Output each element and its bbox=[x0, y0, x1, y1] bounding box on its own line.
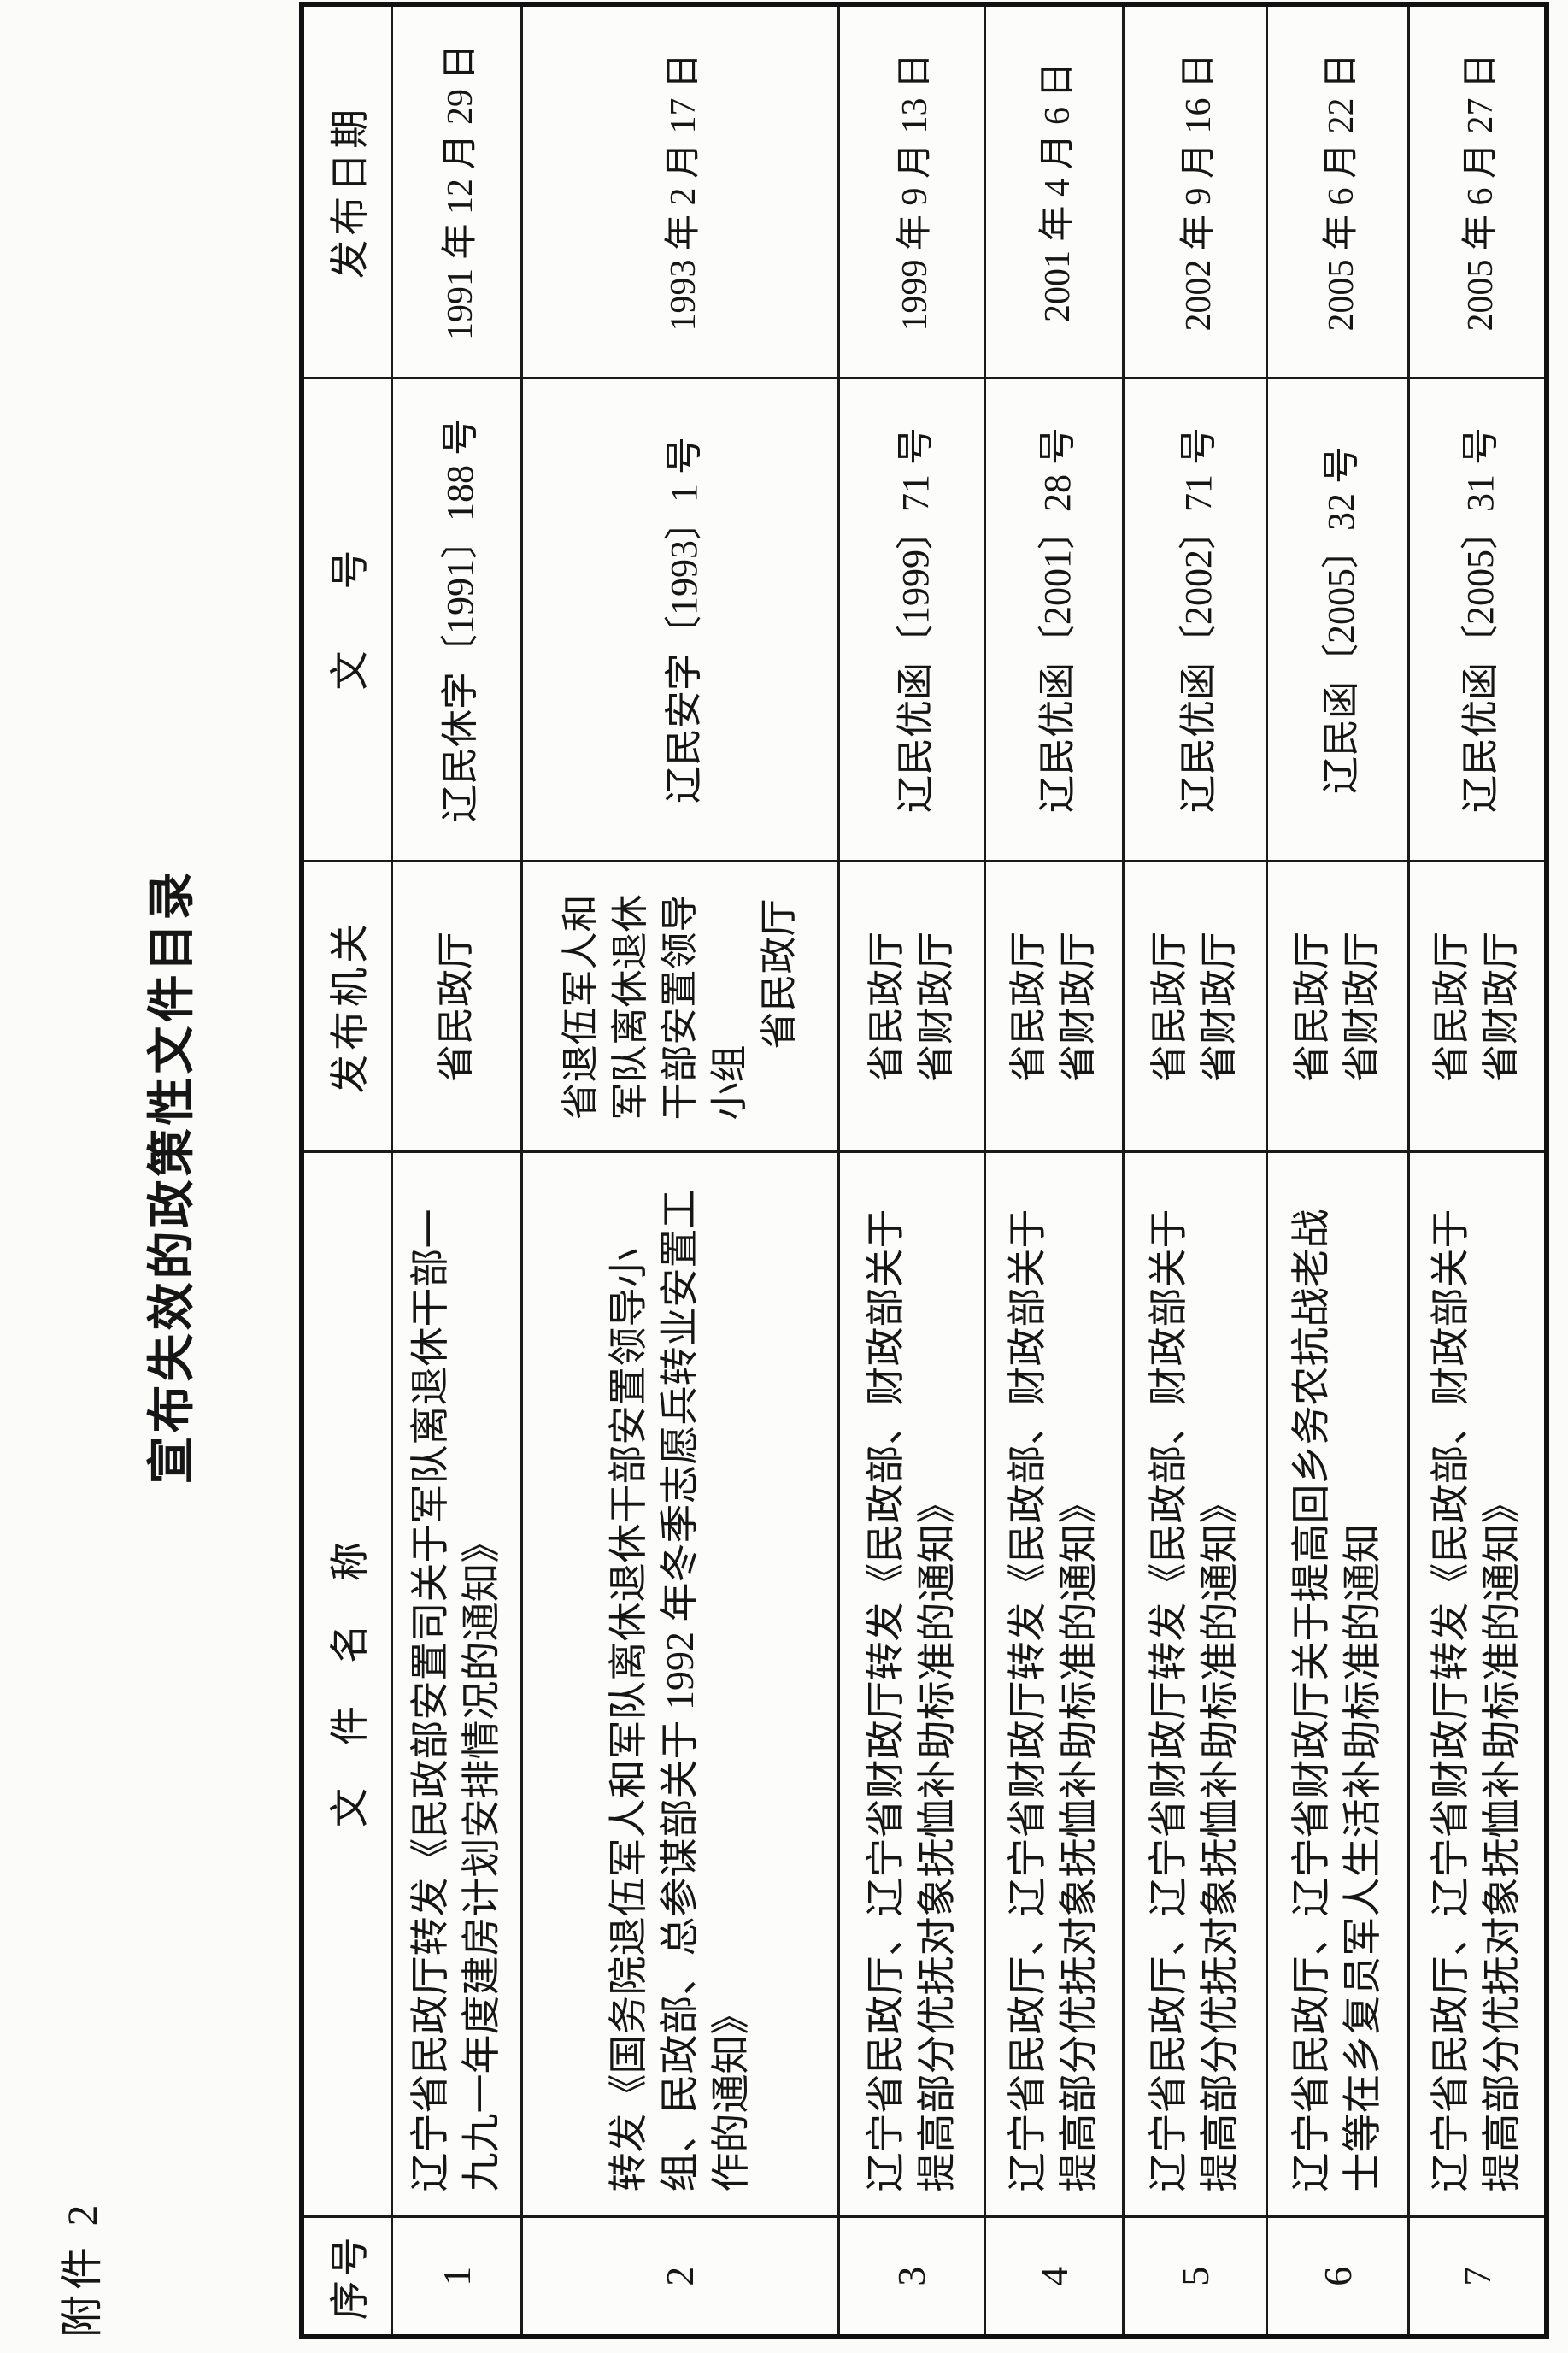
col-header-number: 文号 bbox=[302, 379, 391, 862]
page-title: 宣布失效的政策性文件目录 bbox=[146, 868, 199, 1485]
row-index: 4 bbox=[984, 2217, 1123, 2337]
issue-date: 2001 年 4 月 6 日 bbox=[984, 4, 1123, 379]
issue-date: 2005 年 6 月 27 日 bbox=[1408, 4, 1547, 379]
col-header-index: 序号 bbox=[302, 2217, 391, 2337]
issuing-agency-group: 省退伍军人和军队离休退休干部安置领导小组 bbox=[559, 894, 750, 1121]
row-index: 1 bbox=[391, 2217, 521, 2337]
document-name: 辽宁省民政厅、辽宁省财政厅转发《民政部、财政部关于提高部分优抚对象抚恤补助标准的… bbox=[984, 1152, 1123, 2217]
row-index: 5 bbox=[1123, 2217, 1266, 2337]
document-name: 辽宁省民政厅、辽宁省财政厅转发《民政部、财政部关于提高部分优抚对象抚恤补助标准的… bbox=[1123, 1152, 1266, 2217]
row-index: 3 bbox=[838, 2217, 984, 2337]
row-index: 7 bbox=[1408, 2217, 1547, 2337]
issuing-agency-dept: 省民政厅 bbox=[757, 898, 800, 1050]
document-number: 辽民优函〔2005〕31 号 bbox=[1408, 379, 1547, 862]
table-header-row: 序号 文件名称 发布机关 文号 发布日期 bbox=[302, 4, 391, 2337]
table-row: 5 辽宁省民政厅、辽宁省财政厅转发《民政部、财政部关于提高部分优抚对象抚恤补助标… bbox=[1123, 4, 1266, 2337]
document-name: 辽宁省民政厅、辽宁省财政厅转发《民政部、财政部关于提高部分优抚对象抚恤补助标准的… bbox=[838, 1152, 984, 2217]
issuing-agency: 省民政厅 bbox=[391, 862, 521, 1152]
document-number: 辽民休字〔1991〕188 号 bbox=[391, 379, 521, 862]
issuing-agency: 省民政厅 省财政厅 bbox=[1266, 862, 1408, 1152]
table-row: 1 辽宁省民政厅转发《民政部安置司关于军队离退休干部一九九一年度建房计划安排情况… bbox=[391, 4, 521, 2337]
issue-date: 2005 年 6 月 22 日 bbox=[1266, 4, 1408, 379]
attachment-label: 附件 2 bbox=[58, 2199, 106, 2338]
document-number: 辽民安字〔1993〕1 号 bbox=[521, 379, 838, 862]
table-row: 2 转发《国务院退伍军人和军队离休退休干部安置领导小组、民政部、总参谋部关于 1… bbox=[521, 4, 838, 2337]
table-row: 7 辽宁省民政厅、辽宁省财政厅转发《民政部、财政部关于提高部分优抚对象抚恤补助标… bbox=[1408, 4, 1547, 2337]
row-index: 6 bbox=[1266, 2217, 1408, 2337]
issuing-agency: 省民政厅 省财政厅 bbox=[838, 862, 984, 1152]
table-row: 4 辽宁省民政厅、辽宁省财政厅转发《民政部、财政部关于提高部分优抚对象抚恤补助标… bbox=[984, 4, 1123, 2337]
issue-date: 1991 年 12 月 29 日 bbox=[391, 4, 521, 379]
issuing-agency: 省民政厅 省财政厅 bbox=[984, 862, 1123, 1152]
issue-date: 2002 年 9 月 16 日 bbox=[1123, 4, 1266, 379]
document-name: 转发《国务院退伍军人和军队离休退休干部安置领导小组、民政部、总参谋部关于 199… bbox=[521, 1152, 838, 2217]
table-row: 6 辽宁省民政厅、辽宁省财政厅关于提高回乡务农抗战老战士等在乡复员军人生活补助标… bbox=[1266, 4, 1408, 2337]
col-header-date: 发布日期 bbox=[302, 4, 391, 379]
col-header-agency: 发布机关 bbox=[302, 862, 391, 1152]
document-number: 辽民优函〔2001〕28 号 bbox=[984, 379, 1123, 862]
col-header-name: 文件名称 bbox=[302, 1152, 391, 2217]
issue-date: 1999 年 9 月 13 日 bbox=[838, 4, 984, 379]
issuing-agency: 省民政厅 省财政厅 bbox=[1408, 862, 1547, 1152]
document-number: 辽民函〔2005〕32 号 bbox=[1266, 379, 1408, 862]
document-name: 辽宁省民政厅、辽宁省财政厅关于提高回乡务农抗战老战士等在乡复员军人生活补助标准的… bbox=[1266, 1152, 1408, 2217]
document-number: 辽民优函〔2002〕71 号 bbox=[1123, 379, 1266, 862]
table-row: 3 辽宁省民政厅、辽宁省财政厅转发《民政部、财政部关于提高部分优抚对象抚恤补助标… bbox=[838, 4, 984, 2337]
row-index: 2 bbox=[521, 2217, 838, 2337]
issuing-agency: 省退伍军人和军队离休退休干部安置领导小组 省民政厅 bbox=[521, 862, 838, 1152]
document-name: 辽宁省民政厅、辽宁省财政厅转发《民政部、财政部关于提高部分优抚对象抚恤补助标准的… bbox=[1408, 1152, 1547, 2217]
invalid-documents-table: 序号 文件名称 发布机关 文号 发布日期 1 辽宁省民政厅转发《民政部安置司关于… bbox=[299, 2, 1549, 2339]
document-name: 辽宁省民政厅转发《民政部安置司关于军队离退休干部一九九一年度建房计划安排情况的通… bbox=[391, 1152, 521, 2217]
document-number: 辽民优函〔1999〕71 号 bbox=[838, 379, 984, 862]
issuing-agency: 省民政厅 省财政厅 bbox=[1123, 862, 1266, 1152]
issue-date: 1993 年 2 月 17 日 bbox=[521, 4, 838, 379]
